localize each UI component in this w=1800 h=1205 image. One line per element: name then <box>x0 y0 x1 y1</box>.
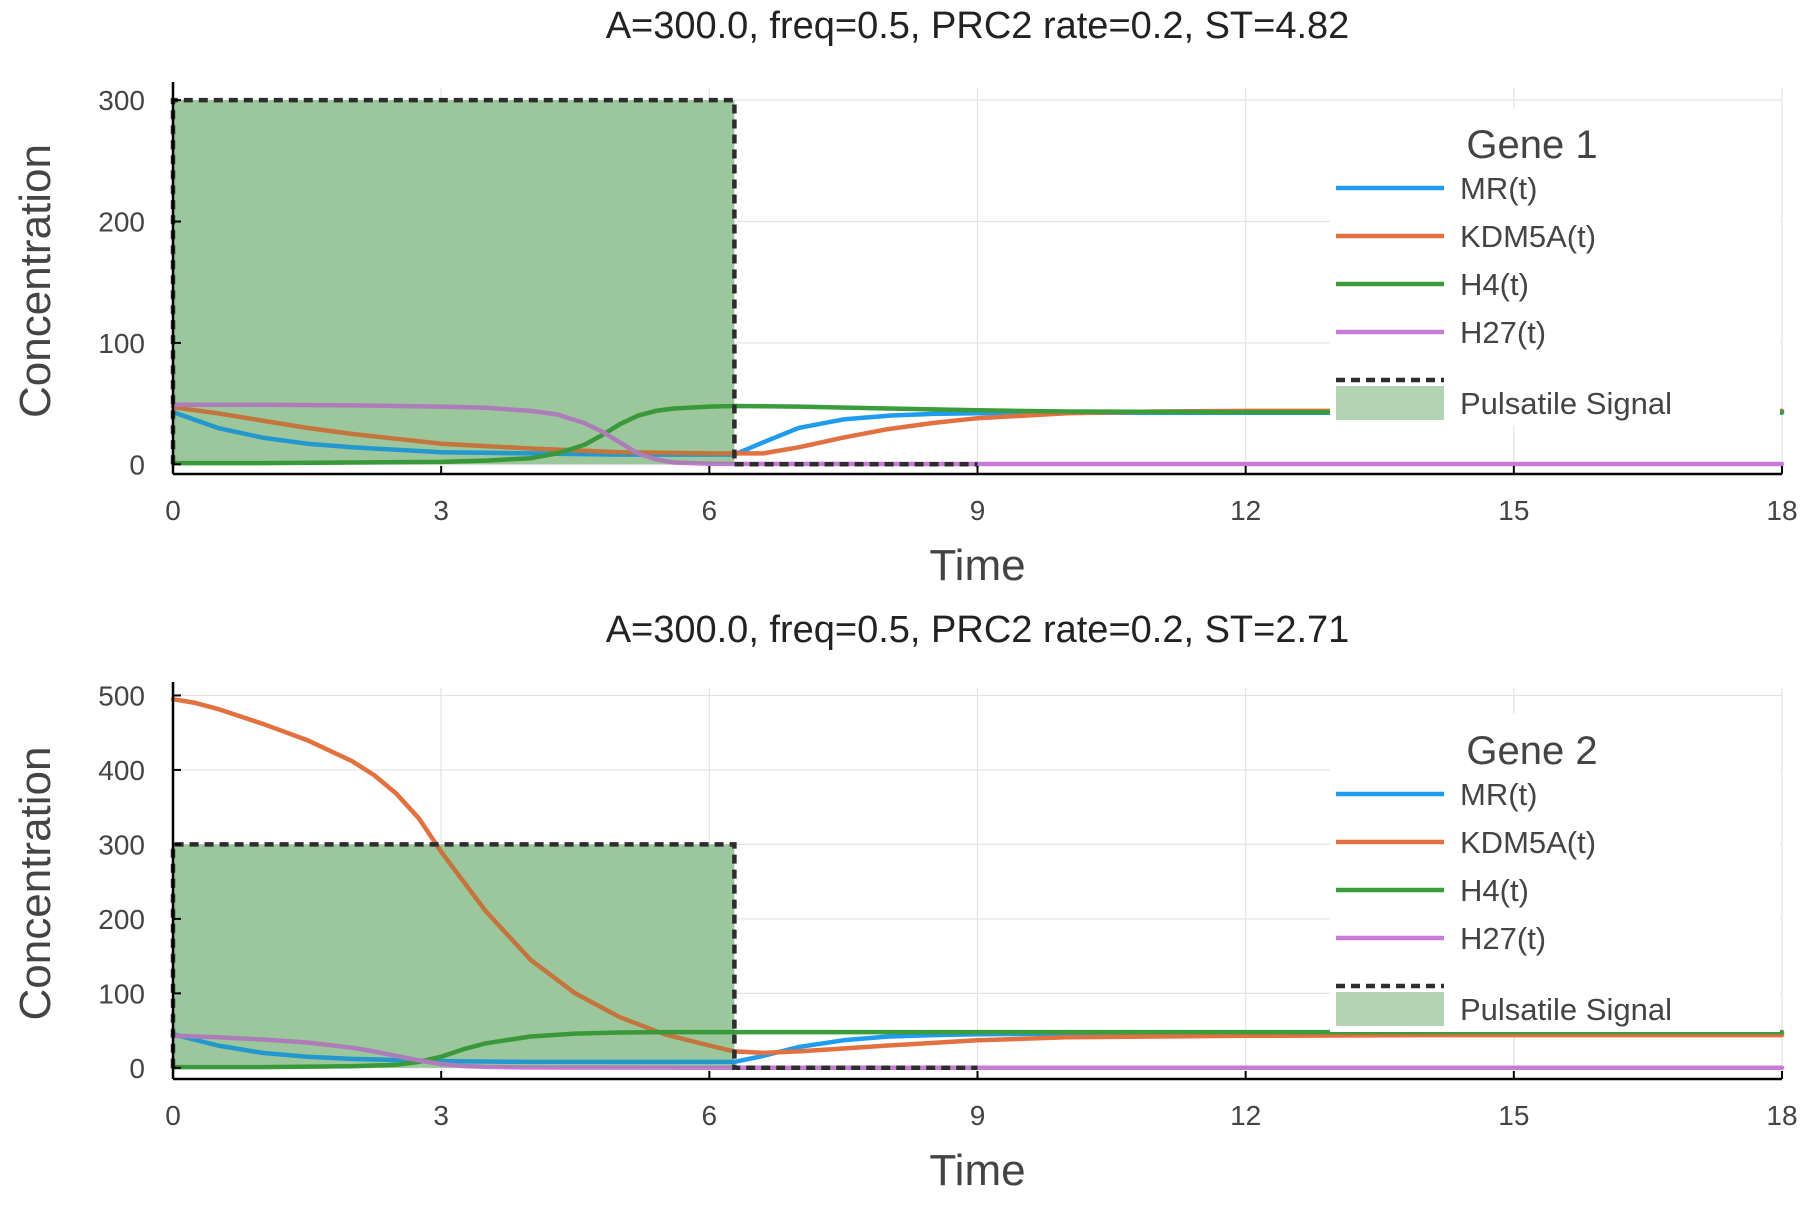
x-tick-label: 15 <box>1498 1100 1529 1131</box>
y-tick-label: 300 <box>98 829 145 860</box>
legend-label: Pulsatile Signal <box>1460 386 1672 421</box>
legend-label: H27(t) <box>1460 921 1546 956</box>
series-line-pulsatile-signal <box>170 842 978 1071</box>
pulsatile-signal-overlay <box>173 844 735 1068</box>
x-tick-label: 3 <box>433 1100 449 1131</box>
y-tick-label: 100 <box>98 978 145 1009</box>
legend-label: MR(t) <box>1460 777 1537 812</box>
legend-label: H4(t) <box>1460 873 1529 908</box>
x-tick-label: 18 <box>1766 1100 1797 1131</box>
x-tick-label: 0 <box>165 1100 181 1131</box>
y-tick-label: 200 <box>98 207 145 238</box>
x-tick-label: 6 <box>702 495 718 526</box>
chart-title: A=300.0, freq=0.5, PRC2 rate=0.2, ST=2.7… <box>606 609 1350 651</box>
legend-label: MR(t) <box>1460 171 1537 206</box>
y-tick-label: 100 <box>98 328 145 359</box>
legend-label: Pulsatile Signal <box>1460 992 1672 1027</box>
y-tick-label: 0 <box>129 449 145 480</box>
chart-panel-1: A=300.0, freq=0.5, PRC2 rate=0.2, ST=4.8… <box>11 5 1798 590</box>
y-tick-label: 500 <box>98 680 145 711</box>
x-tick-label: 6 <box>702 1100 718 1131</box>
x-tick-label: 0 <box>165 495 181 526</box>
series-line-h4t <box>170 403 1785 466</box>
x-tick-label: 15 <box>1498 495 1529 526</box>
y-tick-label: 300 <box>98 85 145 116</box>
x-axis-label: Time <box>929 1146 1025 1195</box>
legend-label: H4(t) <box>1460 267 1529 302</box>
legend-title: Gene 2 <box>1466 729 1597 773</box>
y-tick-label: 200 <box>98 904 145 935</box>
x-tick-label: 9 <box>970 495 986 526</box>
y-tick-label: 400 <box>98 755 145 786</box>
x-tick-label: 12 <box>1230 495 1261 526</box>
legend: Gene 1 MR(t) KDM5A(t) H4(t) H27(t) Pulsatile … <box>1330 108 1780 426</box>
series-line-kdm5at <box>170 696 1785 1056</box>
legend-box <box>1330 108 1780 426</box>
legend-swatch-pulsatile-signal-fill <box>1336 386 1444 420</box>
legend-title: Gene 1 <box>1466 123 1597 167</box>
x-axis-label: Time <box>929 541 1025 590</box>
chart-title: A=300.0, freq=0.5, PRC2 rate=0.2, ST=4.8… <box>606 5 1350 47</box>
legend: Gene 2 MR(t) KDM5A(t) H4(t) H27(t) Pulsatile … <box>1330 714 1780 1032</box>
series-line-h27t <box>170 1033 1785 1070</box>
y-axis-label: Concentration <box>11 144 60 418</box>
legend-box <box>1330 714 1780 1032</box>
x-tick-label: 18 <box>1766 495 1797 526</box>
pulsatile-signal-overlay <box>173 100 735 465</box>
legend-label: KDM5A(t) <box>1460 825 1596 860</box>
x-tick-label: 12 <box>1230 1100 1261 1131</box>
legend-label: H27(t) <box>1460 315 1546 350</box>
x-tick-label: 3 <box>433 495 449 526</box>
series-line-h4t <box>170 1029 1785 1070</box>
y-tick-label: 0 <box>129 1053 145 1084</box>
legend-label: KDM5A(t) <box>1460 219 1596 254</box>
y-axis-label: Concentration <box>11 747 60 1021</box>
legend-swatch-pulsatile-signal-fill <box>1336 992 1444 1026</box>
chart-panel-2: A=300.0, freq=0.5, PRC2 rate=0.2, ST=2.7… <box>11 609 1798 1195</box>
x-tick-label: 9 <box>970 1100 986 1131</box>
